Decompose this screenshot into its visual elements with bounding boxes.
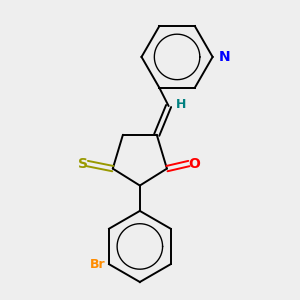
Text: Br: Br bbox=[90, 258, 106, 271]
Text: S: S bbox=[78, 157, 88, 170]
Text: N: N bbox=[218, 50, 230, 64]
Text: H: H bbox=[176, 98, 186, 111]
Text: O: O bbox=[188, 157, 200, 170]
